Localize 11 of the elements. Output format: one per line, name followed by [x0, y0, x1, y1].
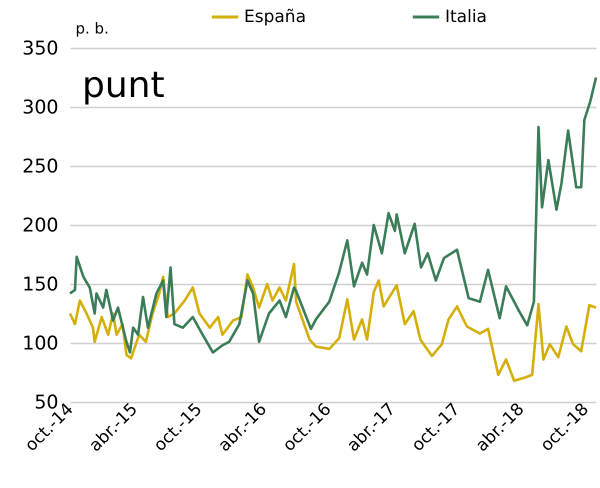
y-tick-label: 250	[22, 156, 58, 178]
annotation: punt	[82, 65, 165, 106]
legend-label: Italia	[445, 7, 487, 27]
legend-label: España	[244, 7, 306, 27]
y-tick-label: 100	[22, 332, 58, 354]
y-tick-label: 200	[22, 214, 58, 236]
y-tick-label: 150	[22, 274, 58, 296]
line-series	[68, 262, 598, 382]
y-tick-label: 350	[22, 38, 58, 60]
y-tick-label: 300	[22, 96, 58, 118]
y-axis-title: p. b.	[76, 20, 109, 38]
